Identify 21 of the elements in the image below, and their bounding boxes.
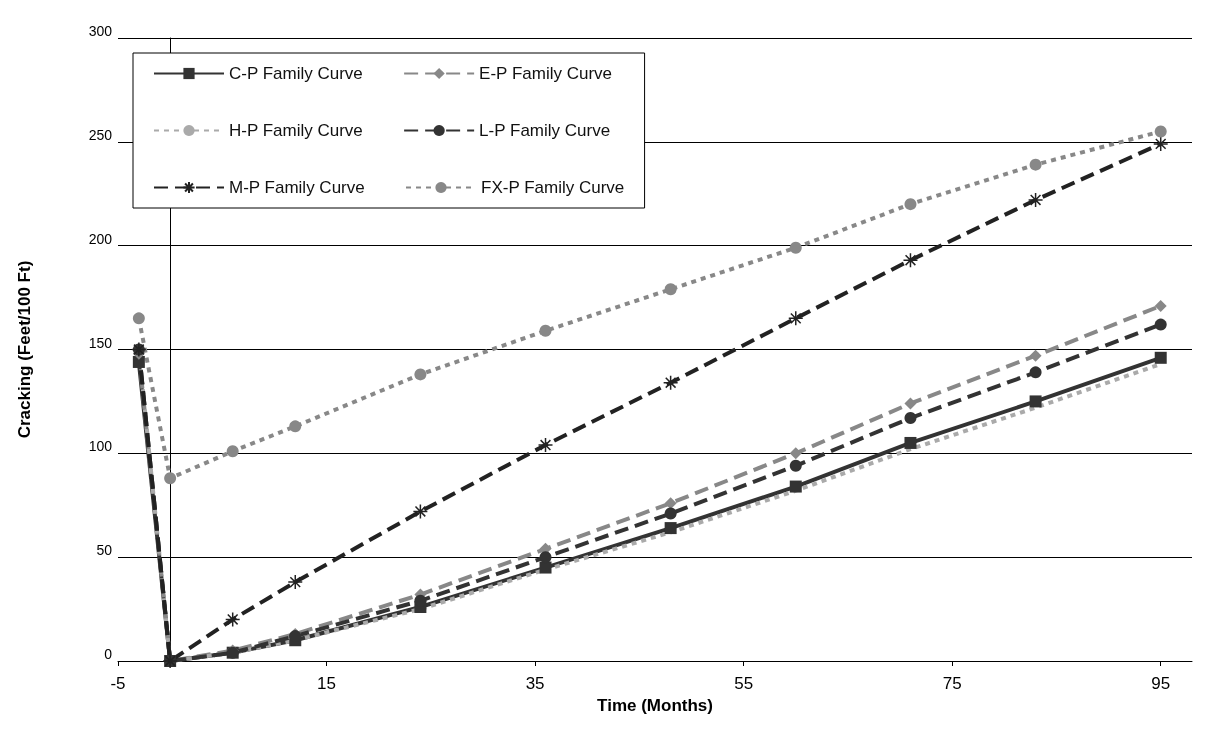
y-tick-label: 0 <box>104 646 113 662</box>
legend-label: FX-P Family Curve <box>481 178 625 197</box>
y-tick-label: 150 <box>88 334 113 351</box>
legend-label: M-P Family Curve <box>229 178 365 197</box>
legend-label: C-P Family Curve <box>229 64 363 83</box>
y-axis-title: Cracking (Feet/100 Ft) <box>15 260 34 439</box>
x-tick-label: -5 <box>110 674 126 693</box>
x-tick-label: 55 <box>734 674 754 693</box>
y-tick-label: 200 <box>88 230 113 247</box>
legend-label: H-P Family Curve <box>229 121 363 140</box>
x-tick-label: 95 <box>1151 674 1171 693</box>
x-tick-label: 75 <box>942 674 962 693</box>
x-axis-title: Time (Months) <box>597 695 713 715</box>
y-tick-label: 100 <box>88 438 113 455</box>
x-tick-label: 15 <box>317 674 336 693</box>
legend-label: L-P Family Curve <box>479 121 611 140</box>
legend-label: E-P Family Curve <box>479 64 613 83</box>
x-tick-label: 35 <box>525 674 545 693</box>
y-tick-label: 50 <box>96 542 113 559</box>
y-tick-label: 300 <box>88 23 113 39</box>
y-tick-label: 250 <box>88 126 113 143</box>
